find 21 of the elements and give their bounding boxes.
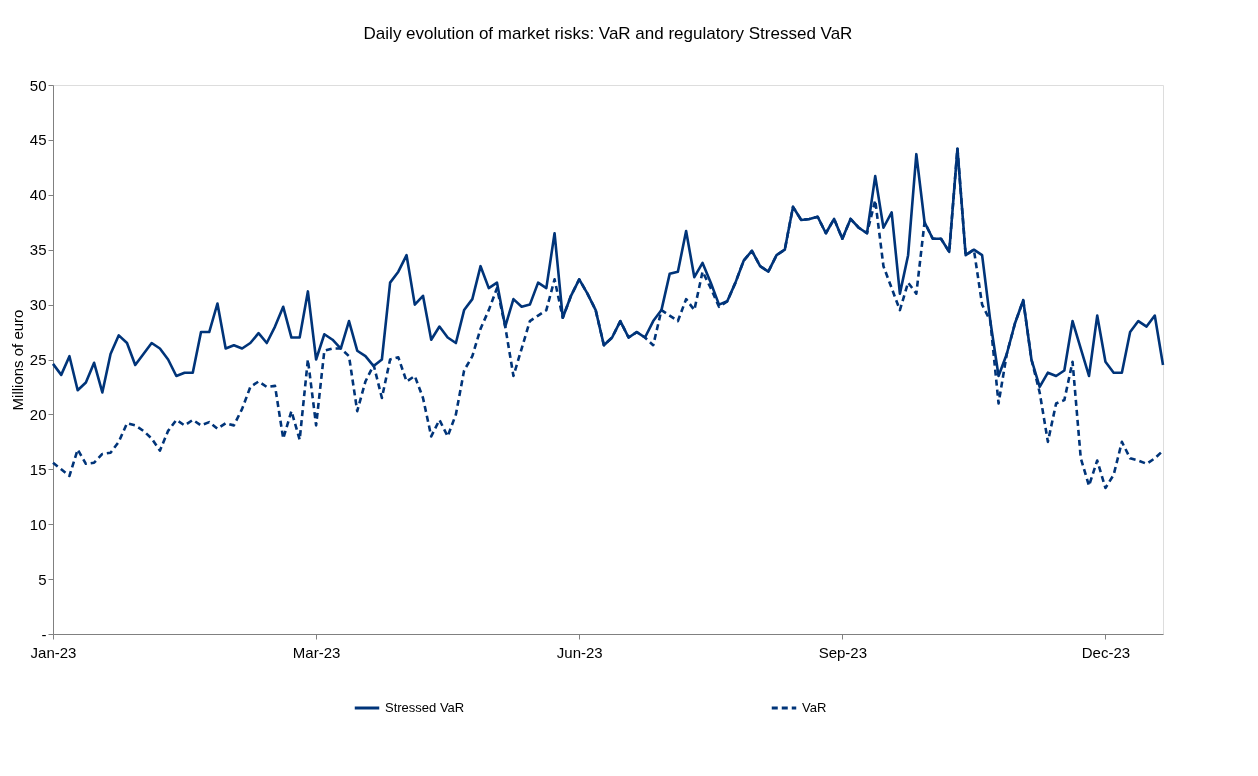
y-tick-label: 35 xyxy=(29,241,47,259)
y-tick-label: 15 xyxy=(29,460,47,478)
x-tick-label: Jan-23 xyxy=(30,643,77,661)
x-tick-label: Jun-23 xyxy=(556,643,603,661)
x-tick-label: Sep-23 xyxy=(818,643,868,661)
y-tick-label: 5 xyxy=(38,570,47,588)
y-tick-label: 45 xyxy=(29,131,47,149)
y-tick-label: 50 xyxy=(29,76,47,94)
legend-label: VaR xyxy=(802,700,827,715)
x-tick-label: Dec-23 xyxy=(1081,643,1131,661)
y-tick-label: 25 xyxy=(29,351,47,368)
legend-label: Stressed VaR xyxy=(385,700,465,715)
y-tick-label: 10 xyxy=(29,515,47,533)
y-axis-title: Millions of euro xyxy=(8,309,26,411)
y-tick-label: 20 xyxy=(29,405,47,423)
x-tick-label: Mar-23 xyxy=(292,643,341,661)
line-series xyxy=(51,147,1165,490)
y-tick-label: 40 xyxy=(29,186,47,204)
y-tick-label: 30 xyxy=(29,296,47,314)
chart-title: Daily evolution of market risks: VaR and regulatory Stressed VaR xyxy=(363,24,853,43)
y-tick-label: - xyxy=(41,625,47,643)
